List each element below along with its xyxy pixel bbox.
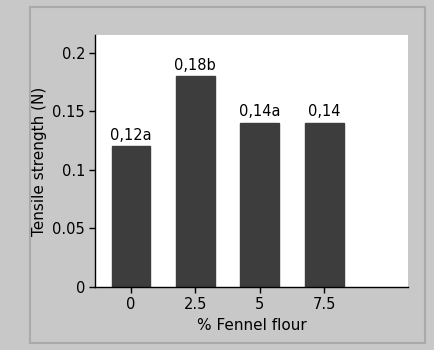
Y-axis label: Tensile strength (N): Tensile strength (N) <box>32 86 47 236</box>
X-axis label: % Fennel flour: % Fennel flour <box>197 318 306 333</box>
Text: 0,14a: 0,14a <box>239 104 280 119</box>
Text: 0,18b: 0,18b <box>174 57 216 72</box>
Text: 0,14: 0,14 <box>308 104 340 119</box>
Bar <box>305 123 344 287</box>
Bar <box>240 123 279 287</box>
Bar <box>176 76 215 287</box>
Text: 0,12a: 0,12a <box>110 128 152 143</box>
Bar <box>112 146 150 287</box>
